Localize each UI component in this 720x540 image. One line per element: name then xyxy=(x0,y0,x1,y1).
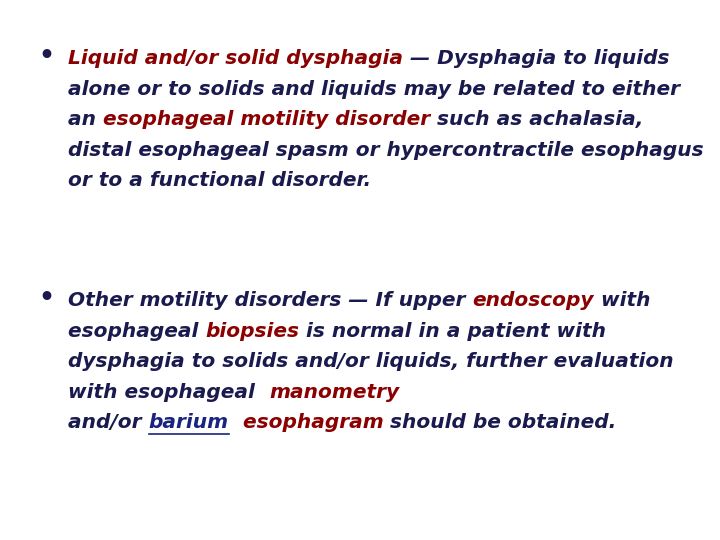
Text: •: • xyxy=(38,286,54,310)
Text: an: an xyxy=(68,110,103,129)
Text: with esophageal: with esophageal xyxy=(68,383,269,402)
Text: •: • xyxy=(38,44,54,68)
Text: Liquid and/or solid dysphagia: Liquid and/or solid dysphagia xyxy=(68,49,403,68)
Text: should be obtained.: should be obtained. xyxy=(383,413,616,432)
Text: is normal in a patient with: is normal in a patient with xyxy=(300,321,606,341)
Text: endoscopy: endoscopy xyxy=(472,291,594,310)
Text: dysphagia to solids and/or liquids, further evaluation: dysphagia to solids and/or liquids, furt… xyxy=(68,352,674,371)
Text: — Dysphagia to liquids: — Dysphagia to liquids xyxy=(403,49,670,68)
Text: alone or to solids and liquids may be related to either: alone or to solids and liquids may be re… xyxy=(68,79,680,99)
Text: manometry: manometry xyxy=(269,383,399,402)
Text: or to a functional disorder.: or to a functional disorder. xyxy=(68,171,371,190)
Text: and/or: and/or xyxy=(68,413,148,432)
Text: biopsies: biopsies xyxy=(205,321,300,341)
Text: esophagram: esophagram xyxy=(229,413,383,432)
Text: barium: barium xyxy=(148,413,229,432)
Text: esophageal motility disorder: esophageal motility disorder xyxy=(103,110,430,129)
Text: esophageal: esophageal xyxy=(68,321,205,341)
Text: such as achalasia,: such as achalasia, xyxy=(430,110,644,129)
Text: with: with xyxy=(594,291,650,310)
Text: Other motility disorders — If upper: Other motility disorders — If upper xyxy=(68,291,472,310)
Text: distal esophageal spasm or hypercontractile esophagus: distal esophageal spasm or hypercontract… xyxy=(68,140,703,160)
